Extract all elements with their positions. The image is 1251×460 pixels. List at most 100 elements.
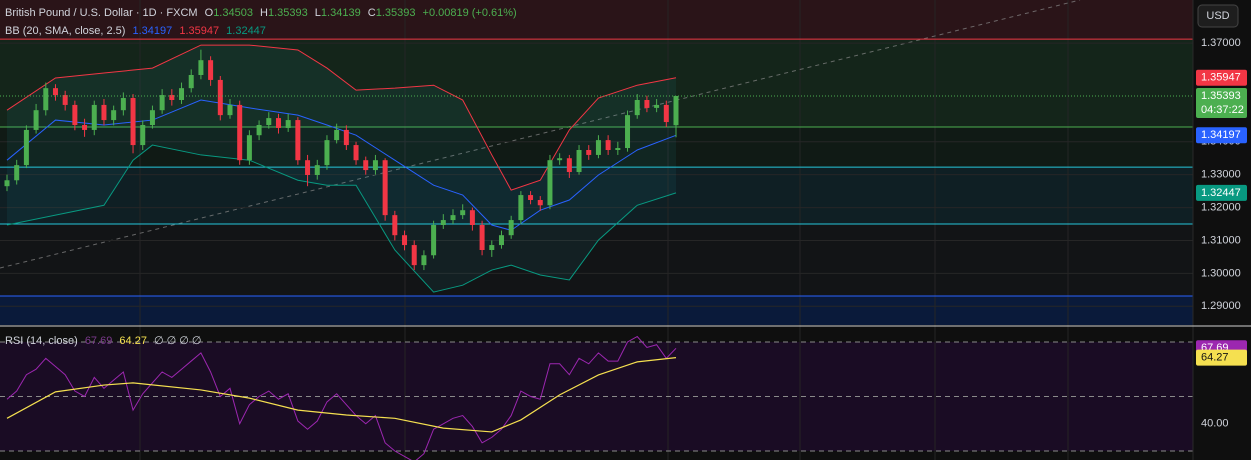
zone	[0, 39, 1193, 127]
lower-band-label: 1.32447	[1201, 187, 1241, 199]
ohlc-label: L	[315, 7, 321, 19]
candle-body	[469, 210, 475, 225]
basis-label: 1.34197	[1201, 129, 1241, 141]
candle-body	[159, 95, 165, 111]
candle-body	[479, 225, 485, 250]
candle-body	[179, 88, 185, 100]
currency: USD	[1206, 10, 1229, 22]
candle-body	[644, 100, 650, 108]
indicator-value: 1.32447	[226, 25, 266, 37]
candle-body	[440, 220, 446, 225]
indicator-legend: BB (20, SMA, close, 2.5) 1.34197 1.35947…	[5, 25, 266, 37]
candle-body	[198, 60, 204, 75]
y-tick-label: 1.30000	[1201, 267, 1241, 279]
last-price-label-box	[1196, 87, 1247, 118]
candle-body	[654, 104, 660, 108]
basis-label-box	[1196, 127, 1247, 144]
y-tick-label: 1.37000	[1201, 37, 1241, 49]
ohlc-label: O	[205, 7, 214, 19]
rsi-tick-label: 40.00	[1201, 418, 1229, 430]
currency-box	[1197, 4, 1239, 28]
rsi-line	[6, 335, 677, 460]
ohlc-label: H	[260, 7, 268, 19]
candle-body	[334, 129, 340, 141]
price-axis	[1193, 0, 1251, 460]
rsi-ma-value: 64.27	[119, 335, 147, 347]
candle-body	[518, 195, 524, 221]
candle-body	[188, 75, 194, 89]
candle-body	[4, 180, 10, 187]
ohlc-value: 1.34139	[321, 7, 361, 19]
indicator-value: 1.35947	[179, 25, 219, 37]
candle-body	[431, 225, 437, 256]
y-tick-label: 1.32000	[1201, 201, 1241, 213]
candle-body	[402, 235, 408, 246]
candle-body	[605, 140, 611, 150]
candle-body	[140, 125, 146, 146]
rsi-value: 67.69	[85, 335, 113, 347]
candle-body	[275, 118, 281, 128]
candle-body	[586, 150, 592, 155]
ohlc-value: 1.34503	[213, 7, 253, 19]
candle-body	[43, 88, 49, 111]
candle-body	[101, 104, 107, 121]
candle-body	[634, 100, 640, 116]
candle-body	[421, 255, 427, 266]
rsi-ma-label-box	[1196, 349, 1247, 366]
candle-body	[208, 60, 214, 80]
rsi-ma-label: 64.27	[1201, 352, 1229, 364]
trend-line	[0, 0, 1081, 269]
candle-body	[266, 118, 272, 125]
candle-body	[625, 115, 631, 149]
zone	[0, 224, 1193, 297]
ohlc-value: 1.35393	[376, 7, 416, 19]
candle-body	[91, 104, 97, 130]
rsi-name: RSI (14, close)	[5, 335, 78, 347]
symbol-title: British Pound / U.S. Dollar · 1D · FXCM	[5, 7, 198, 19]
candle-body	[460, 210, 466, 216]
candle-body	[372, 160, 378, 171]
candle-body	[52, 88, 58, 96]
candle-body	[295, 120, 301, 161]
rsi-extra: ∅ ∅ ∅ ∅	[154, 335, 202, 347]
zone	[0, 0, 1193, 40]
zone	[0, 296, 1193, 325]
upper-band-label: 1.35947	[1201, 72, 1241, 84]
candle-body	[566, 158, 572, 173]
candle-body	[576, 150, 582, 173]
candle-body	[72, 104, 78, 125]
candle-body	[111, 110, 117, 121]
candle-body	[169, 95, 175, 100]
candle-body	[595, 140, 601, 155]
candle-body	[217, 79, 223, 116]
candle-body	[130, 98, 136, 146]
band-line	[6, 144, 677, 293]
candle-body	[615, 148, 621, 150]
candle-body	[285, 120, 291, 128]
candle-body	[353, 145, 359, 161]
candle-body	[82, 125, 88, 130]
y-tick-label: 1.31000	[1201, 234, 1241, 246]
ohlc-label: C	[368, 7, 376, 19]
candle-body	[227, 104, 233, 116]
header: British Pound / U.S. Dollar · 1D · FXCM …	[5, 7, 517, 19]
lower-band-label-box	[1196, 184, 1247, 201]
candle-body	[324, 140, 330, 166]
candle-body	[314, 165, 320, 175]
rsi-line	[6, 357, 677, 433]
candle-body	[411, 245, 417, 266]
candle-body	[392, 215, 398, 236]
candle-body	[62, 95, 68, 105]
rsi-legend: RSI (14, close) 67.69 64.27 ∅ ∅ ∅ ∅	[5, 335, 202, 347]
candle-body	[382, 160, 388, 216]
ohlc-value: 1.35393	[268, 7, 308, 19]
candle-body	[508, 220, 514, 236]
indicator-value: 1.34197	[133, 25, 173, 37]
candle-body	[120, 98, 126, 111]
candle-body	[528, 195, 534, 200]
candle-body	[537, 200, 543, 206]
candle-body	[14, 165, 20, 181]
y-tick-label: 1.29000	[1201, 300, 1241, 312]
candle-body	[256, 125, 262, 136]
